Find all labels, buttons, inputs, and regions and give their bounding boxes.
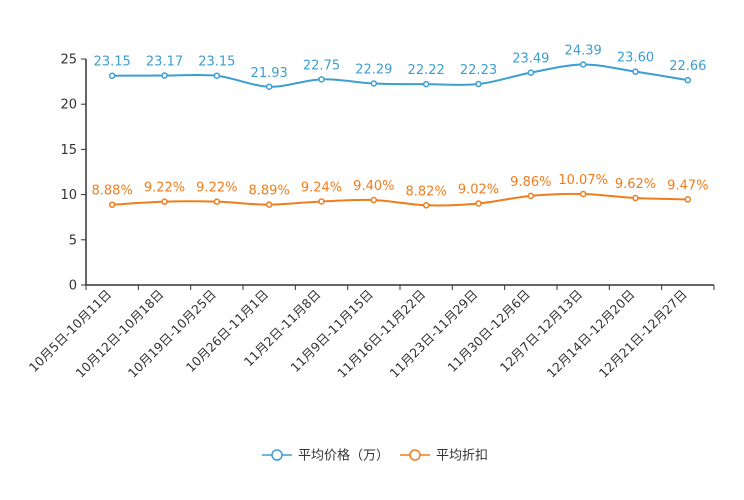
data-point [527,69,535,76]
data-point [632,68,639,75]
data-label: 24.39 [565,44,602,59]
data-label: 9.24% [301,180,342,195]
data-point [632,194,639,202]
legend-label: 平均价格（万） [298,448,389,464]
data-label: 22.23 [460,63,497,78]
y-tick-label: 10 [60,188,77,203]
x-tick-label: 10月12日-10月18日 [72,287,166,381]
data-label: 9.62% [615,177,656,192]
data-point [475,80,482,88]
data-label: 8.82% [406,184,447,199]
legend-marker [409,449,421,461]
data-label: 9.86% [510,175,551,190]
data-point [318,76,325,83]
data-point [318,198,325,205]
legend-item-0: 平均价格（万） [262,448,389,464]
legend-marker [271,449,283,461]
data-point [161,198,168,205]
data-point [475,200,482,207]
x-tick-label: 12月14日-12月20日 [543,287,637,381]
legend-item-1: 平均折扣 [400,449,488,464]
data-point [684,196,692,203]
data-point [370,80,378,87]
data-point [161,72,168,79]
data-label: 22.29 [355,62,392,77]
data-label: 8.88% [92,184,133,199]
y-tick-label: 0 [69,279,77,294]
data-point [370,196,378,204]
y-tick-label: 5 [69,233,77,248]
data-label: 23.17 [146,55,183,70]
x-tick-label: 12月21日-12月27日 [596,287,690,381]
data-point [684,76,692,84]
series-line-1 [112,192,688,207]
y-tick-label: 20 [60,98,77,113]
data-label: 9.02% [458,182,499,197]
data-label: 22.66 [669,59,706,74]
data-label: 21.93 [251,66,288,81]
data-point [527,192,535,200]
data-label: 9.47% [667,178,708,193]
data-point [108,201,116,208]
x-tick-label: 11月23日-11月29日 [386,287,480,381]
series-line-0 [112,63,688,88]
y-tick-label: 25 [60,53,77,68]
data-point [422,80,430,88]
y-tick-label: 15 [60,143,77,158]
data-label: 9.40% [353,179,394,194]
data-label: 9.22% [144,181,185,196]
data-point [213,198,221,205]
data-label: 9.22% [196,181,237,196]
data-label: 22.75 [303,58,340,73]
data-point [265,201,273,208]
data-label: 8.89% [249,184,290,199]
data-label: 23.49 [512,52,549,67]
data-point [579,190,587,198]
data-label: 22.22 [408,63,445,78]
data-point [108,72,116,79]
x-tick-label: 10月19日-10月25日 [125,287,219,381]
x-tick-label: 11月16日-11月22日 [334,287,428,381]
data-point [213,72,221,79]
data-point [579,61,587,68]
legend-label: 平均折扣 [436,449,488,464]
data-label: 23.15 [198,55,235,70]
data-point [265,83,273,91]
data-label: 23.60 [617,51,654,66]
data-point [422,202,430,209]
data-label: 23.15 [94,55,131,70]
data-label: 10.07% [558,173,608,188]
